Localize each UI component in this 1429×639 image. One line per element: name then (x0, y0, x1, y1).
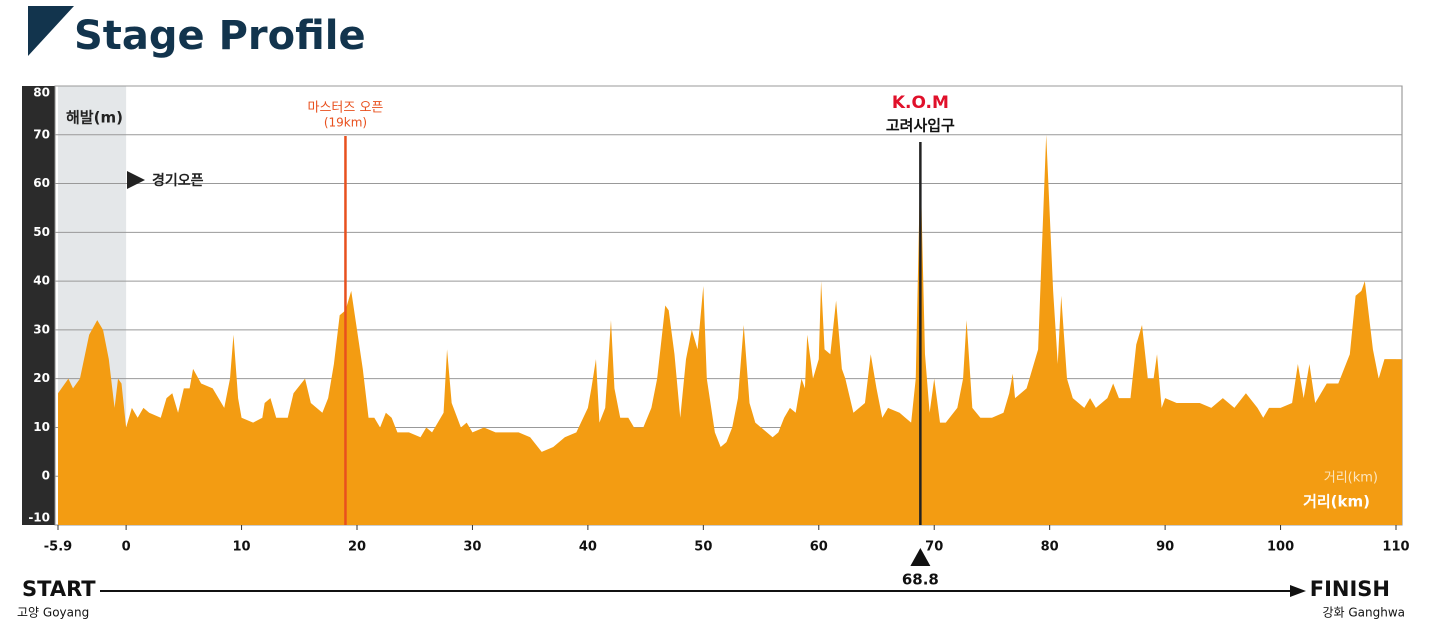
race-open-arrow (127, 171, 145, 189)
chart-title: Stage Profile (74, 13, 366, 59)
x-tick-label: 20 (348, 540, 366, 555)
x-axis-label: 거리(km) (1303, 493, 1370, 511)
race-open-label: 경기오픈 (152, 172, 204, 189)
y-tick-label: 0 (42, 469, 50, 483)
kom-label: 고려사입구 (886, 117, 955, 135)
y-tick-label: -10 (28, 511, 50, 525)
x-tick-label: 60 (810, 540, 828, 555)
x-tick-label: 30 (463, 540, 481, 555)
area-right-edge (1396, 359, 1402, 525)
x-tick-label: 110 (1382, 540, 1409, 555)
route-arrowhead (1290, 585, 1306, 597)
start-sublabel: 고양 Goyang (17, 606, 89, 620)
x-tick-label: 90 (1156, 540, 1174, 555)
title-icon (28, 6, 74, 56)
y-axis-band (22, 86, 55, 525)
y-tick-label: 80 (33, 86, 50, 100)
y-tick-label: 10 (33, 420, 50, 434)
x-tick-label: -5.9 (44, 540, 72, 555)
y-tick-label: 70 (33, 127, 50, 141)
finish-sublabel: 강화 Ganghwa (1322, 606, 1405, 620)
kom-x-label: 68.8 (902, 571, 939, 589)
marker-sublabel: (19km) (324, 116, 367, 130)
y-tick-label: 60 (33, 176, 50, 190)
y-tick-label: 40 (33, 274, 50, 288)
x-tick-label: 70 (925, 540, 943, 555)
kom-title: K.O.M (892, 93, 949, 113)
y-tick-label: 50 (33, 225, 50, 239)
elevation-area (58, 134, 1396, 525)
finish-label: FINISH (1310, 577, 1390, 601)
kom-pointer (910, 548, 931, 566)
x-tick-label: 50 (694, 540, 712, 555)
x-axis-label-faint: 거리(km) (1324, 471, 1378, 486)
y-axis-label: 해발(m) (66, 109, 123, 127)
x-tick-label: 0 (122, 540, 131, 555)
y-tick-label: 30 (33, 322, 50, 336)
start-label: START (22, 577, 96, 601)
y-tick-label: 20 (33, 371, 50, 385)
x-tick-label: 40 (579, 540, 597, 555)
x-tick-label: 100 (1267, 540, 1294, 555)
x-tick-label: 10 (233, 540, 251, 555)
x-tick-label: 80 (1041, 540, 1059, 555)
marker-label: 마스터즈 오픈 (308, 101, 384, 116)
